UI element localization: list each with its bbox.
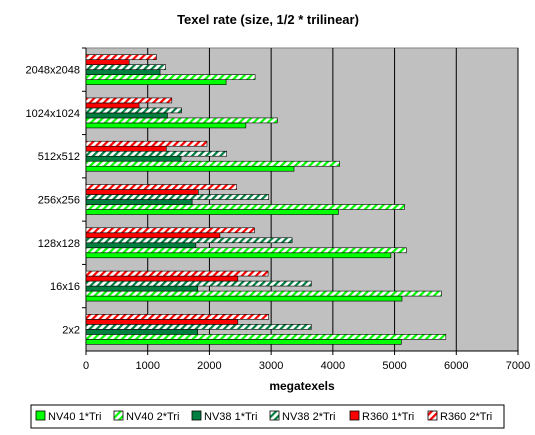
- legend-label: NV40 1*Tri: [48, 411, 101, 423]
- bar: [85, 112, 168, 119]
- x-tick-label: 4000: [321, 360, 345, 372]
- bar: [85, 59, 130, 65]
- bar: [85, 339, 402, 345]
- category-label: 16x16: [50, 281, 80, 293]
- legend-label: NV38 2*Tri: [282, 411, 335, 423]
- bar: [85, 324, 312, 330]
- bar: [85, 227, 255, 234]
- bar: [85, 102, 140, 109]
- bar: [85, 295, 403, 302]
- bar: [85, 270, 269, 277]
- bar: [85, 204, 405, 210]
- legend-swatch: [427, 410, 438, 421]
- category-label: 256x256: [38, 195, 80, 207]
- legend-swatch: [113, 410, 124, 421]
- legend-box: [30, 404, 505, 429]
- y-tick-labels: 2048x2048 1024x1024 512x512 256x256 128x128 1…: [26, 65, 80, 337]
- bar: [85, 107, 182, 114]
- x-tick-label: 0: [83, 360, 89, 372]
- bar: [85, 334, 447, 340]
- legend-swatch: [349, 410, 360, 421]
- bar: [85, 189, 199, 195]
- category-label: 2048x2048: [26, 65, 80, 77]
- legend-label: R360 1*Tri: [362, 411, 414, 423]
- x-tick-label: 1000: [135, 360, 159, 372]
- bar: [85, 64, 166, 70]
- bar: [85, 160, 340, 167]
- bar: [85, 209, 339, 215]
- bar: [85, 199, 193, 205]
- legend-swatch: [191, 410, 202, 421]
- bar: [85, 165, 295, 172]
- x-tick-label: 5000: [382, 360, 406, 372]
- bar: [85, 275, 239, 282]
- category-label: 2x2: [62, 324, 80, 336]
- bar: [85, 329, 199, 335]
- bar: [85, 117, 278, 124]
- bar: [85, 290, 442, 297]
- bar: [85, 140, 208, 147]
- bar: [85, 97, 173, 104]
- bar: [85, 54, 157, 60]
- bar: [85, 122, 247, 129]
- bar-group: [85, 54, 447, 345]
- bar: [85, 242, 197, 249]
- x-tick-label: 3000: [259, 360, 283, 372]
- bar: [85, 252, 392, 259]
- bar: [85, 280, 312, 287]
- bar: [85, 155, 182, 162]
- bar: [85, 314, 269, 320]
- bar: [85, 247, 407, 254]
- bar: [85, 184, 237, 190]
- legend-label: NV40 2*Tri: [126, 411, 179, 423]
- x-tick-label: 6000: [444, 360, 468, 372]
- bar: [85, 285, 199, 292]
- bar: [85, 194, 269, 200]
- chart-title: Texel rate (size, 1/2 * trilinear): [177, 12, 359, 27]
- legend-label: R360 2*Tri: [440, 411, 492, 423]
- category-label: 128x128: [38, 238, 80, 250]
- category-label: 512x512: [38, 151, 80, 163]
- x-axis-label: megatexels: [269, 379, 335, 393]
- legend-swatch: [35, 410, 46, 421]
- bar: [85, 79, 227, 85]
- bar: [85, 69, 161, 75]
- x-tick-label: 2000: [197, 360, 221, 372]
- category-label: 1024x1024: [26, 108, 80, 120]
- legend-label: NV38 1*Tri: [204, 411, 257, 423]
- legend-swatch: [269, 410, 280, 421]
- x-tick-labels: 0 1000 2000 3000 4000 5000 6000 7000: [83, 360, 530, 372]
- legend: NV40 1*Tri NV40 2*Tri NV38 1*Tri NV38 2*Tri…: [30, 404, 505, 429]
- bar: [85, 319, 239, 325]
- x-tick-label: 7000: [506, 360, 530, 372]
- bar: [85, 150, 228, 157]
- bar: [85, 74, 256, 80]
- bar: [85, 232, 221, 239]
- bar: [85, 237, 293, 244]
- bar: [85, 145, 167, 152]
